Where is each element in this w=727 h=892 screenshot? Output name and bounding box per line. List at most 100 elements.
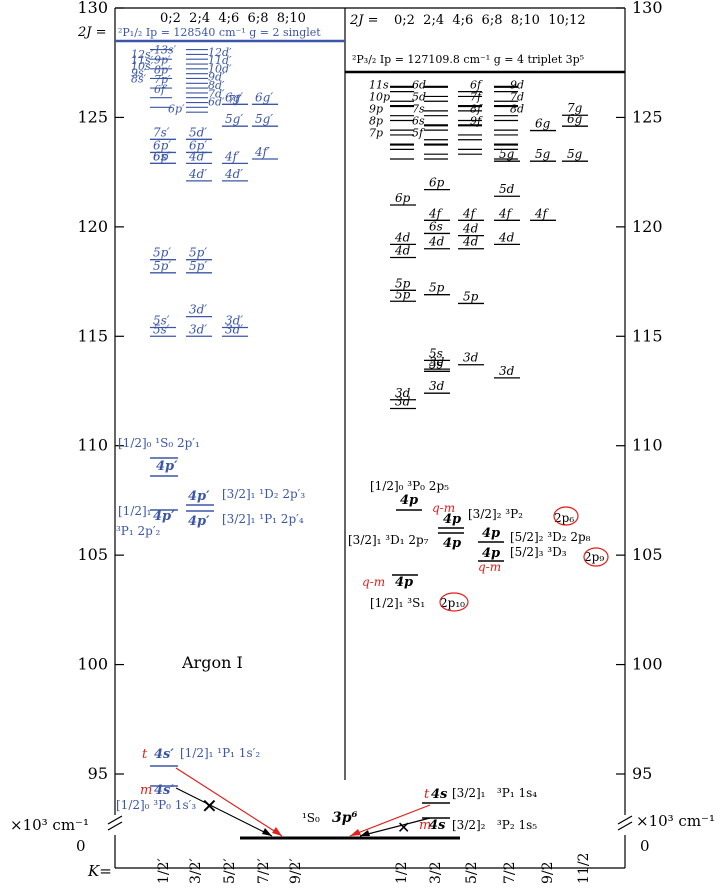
right-2j-label: 2J = [349, 13, 379, 28]
p4-left-row3: ³P₁ 2p′₂ [116, 524, 161, 538]
series-label: 10s′ [131, 60, 154, 73]
p4-right-label-b: 4p [443, 512, 461, 527]
4p-manifold: [1/2]₀ ¹S₀ 2p′₁ 4p′ [1/2]₁ 4p′ ³P₁ 2p′₂ … [116, 436, 609, 612]
highlight-circle-2p6 [553, 506, 579, 526]
level-label: 4d [498, 230, 515, 244]
level-label: 4d [462, 235, 479, 249]
series-label: 6f′ [154, 83, 168, 96]
level-label: 5g [535, 147, 551, 161]
level-label: 5d [499, 182, 515, 196]
k-label: K= [87, 862, 112, 880]
level-label: 5p [395, 276, 411, 290]
tick-label: 105 [77, 545, 108, 564]
level-label: 4f′ [224, 149, 240, 163]
ground-config: 3p⁶ [332, 810, 358, 826]
arrowhead-left-m [262, 828, 272, 836]
k-label-left: 3/2′ [188, 858, 204, 884]
p4-right-d: [5/2]₂ ³D₂ 2p₈ [510, 530, 591, 544]
level-label: 5g′ [225, 112, 243, 126]
arrowhead-right-t [350, 829, 361, 836]
p4-right-e-circ: 2p₉ [584, 550, 604, 564]
right-m-tag: m [419, 818, 431, 833]
arrowhead-left-t [272, 827, 282, 836]
series-label: 6d′ [208, 96, 225, 109]
series-label: 12d′ [208, 46, 232, 59]
left-t-label: 4s′ [154, 747, 174, 762]
series-label: 5f [412, 127, 425, 140]
level-label: 5p′ [153, 246, 171, 260]
k-label-right: 11/2 [576, 853, 592, 884]
series-label: 7d′ [208, 87, 225, 100]
tick-label: 115 [632, 326, 663, 345]
p4-right-e: [5/2]₃ ³D₃ [510, 545, 567, 559]
series-label: 11s [369, 79, 389, 92]
level-label: 6g′ [225, 90, 243, 104]
series-label: 6f [470, 79, 483, 92]
tick-label: 105 [632, 545, 663, 564]
right-t-tag: t [424, 787, 430, 802]
series-label: 9d [510, 79, 524, 92]
series-label: 8p′ [154, 63, 171, 76]
level-label: 3d [395, 395, 411, 409]
left-limit-label: ²P₁/₂ Ip = 128540 cm⁻¹ g = 2 singlet [118, 26, 321, 39]
tick-label: 130 [77, 0, 108, 17]
level-label: 6p′ [153, 149, 171, 163]
level-label: 5g [499, 147, 515, 161]
level-label: 5p [463, 289, 479, 303]
p4-right-label-e: 4p [482, 546, 500, 561]
level-label: 5p′ [189, 259, 207, 273]
left-m-tag: m [140, 783, 152, 798]
series-label: 9s′ [131, 66, 147, 79]
tick-label: 120 [632, 217, 663, 236]
series-label: 6p′ [168, 103, 185, 116]
p4-left-row2: [1/2]₁ [118, 504, 152, 518]
tick-label: 115 [77, 326, 108, 345]
p4-right-c: [3/2]₁ ³D₁ 2p₇ [348, 533, 429, 547]
p4-right-label-d: 4p [482, 526, 500, 541]
level-label: 6p′ [189, 138, 207, 152]
qm-label-2: q-m [478, 560, 501, 574]
series-label: 8s′ [131, 72, 147, 85]
p4-left-mid2: [3/2]₁ ¹P₁ 2p′₄ [222, 512, 304, 526]
tick-label: 125 [77, 107, 108, 126]
level-label: 6s [429, 219, 443, 233]
level-label: 5s′ [153, 314, 170, 328]
k-label-right: 9/2 [540, 861, 556, 884]
right-m-label: 4s [429, 818, 446, 833]
level-label: 3d [395, 386, 411, 400]
right-m-desc: [3/2]₂ ³P₂ 1s₅ [452, 818, 537, 832]
tick-label: 110 [632, 436, 663, 455]
unit-label-left: ×10³ cm⁻¹ [10, 816, 89, 834]
level-label: 4f′ [254, 145, 270, 159]
right-2j-values: 0;2 2;4 4;6 6;8 8;10 10;12 [394, 13, 586, 28]
level-label: 5p [429, 281, 445, 295]
p4-right-label-f: 4p [395, 575, 413, 590]
4s-manifold: t 4s′ [1/2]₁ ¹P₁ 1s′₂ m 4s′ [1/2]₀ ³P₀ 1… [116, 746, 537, 840]
k-label-left: 5/2′ [222, 858, 238, 884]
p4-left-label-1: 4p′ [156, 459, 178, 474]
left-m-label: 4s′ [154, 783, 174, 798]
tick-label: 130 [632, 0, 663, 17]
zero-label-left: 0 [76, 837, 86, 855]
series-label: 5d [412, 91, 426, 104]
level-label: 5p [395, 287, 411, 301]
series-label: 9p [369, 103, 383, 116]
left-t-desc: [1/2]₁ ¹P₁ 1s′₂ [180, 746, 260, 760]
level-label: 4d [462, 222, 479, 236]
right-t-label: 4s [431, 787, 448, 802]
series-label: 11s′ [131, 54, 154, 67]
diagram-title: Argon I [181, 653, 243, 672]
series-label: 8d′ [208, 79, 225, 92]
left-t-tag: t [142, 747, 148, 762]
level-label: 4d′ [188, 167, 207, 181]
transition-right-m [359, 817, 431, 837]
k-label-right: 7/2 [502, 861, 518, 884]
transition-right-t [349, 804, 431, 837]
level-label: 5d′ [189, 125, 207, 139]
p4-left-label-4: 4p′ [188, 514, 210, 529]
level-label: 4d [394, 243, 411, 257]
level-label: 6p [395, 191, 411, 205]
level-label: 3d′ [189, 322, 207, 336]
